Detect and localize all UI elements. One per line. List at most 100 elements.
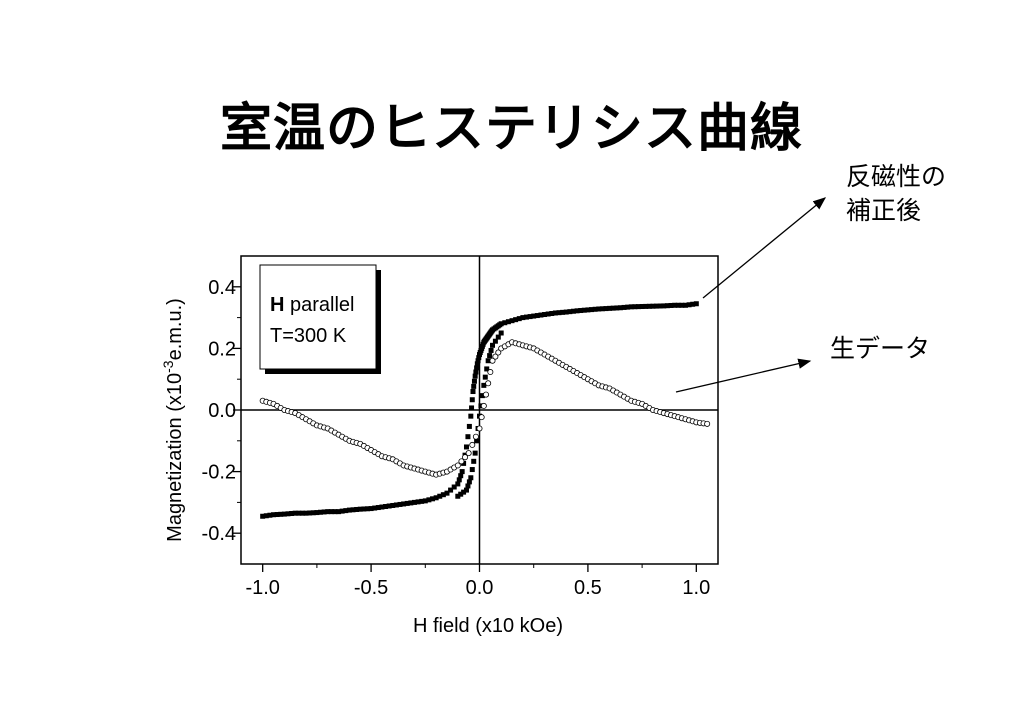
x-tick-label: 1.0 [682,577,710,599]
data-point-filled [581,307,587,313]
data-point-open [469,441,476,448]
data-point-filled [570,308,576,314]
legend-rest: parallel [284,294,354,316]
x-tick-label: -1.0 [245,577,279,599]
data-marks [259,301,711,519]
data-point-filled [397,501,403,507]
data-point-filled [476,355,482,361]
data-point-filled [386,503,392,509]
data-point-filled [513,317,519,323]
data-point-filled [465,434,471,440]
data-point-filled [650,303,656,309]
data-point-filled [401,501,407,507]
data-point-filled [563,309,569,315]
data-point-filled [332,509,338,515]
data-point-filled [469,467,475,473]
data-point-filled [458,473,464,479]
data-point-filled [474,361,480,367]
data-point-filled [693,301,699,307]
data-point-open [480,402,487,409]
data-point-filled [472,373,478,379]
data-point-filled [643,303,649,309]
data-point-filled [574,308,580,314]
data-point-filled [472,450,478,456]
data-point-filled [675,302,681,308]
data-point-filled [411,499,417,505]
annotation-raw: 生データ [830,334,931,363]
data-point-filled [343,508,349,514]
data-point-filled [661,303,667,309]
y-axis-label-exponent: -3 [160,360,176,373]
data-point-filled [339,508,345,514]
data-point-filled [690,301,696,307]
data-point-filled [498,321,504,327]
y-axis-label-start: Magnetization (x10 [164,373,186,542]
data-point-filled [263,513,269,519]
data-point-filled [303,510,309,516]
data-point-open [458,458,465,465]
data-point-filled [492,338,498,344]
data-point-filled [646,303,652,309]
data-point-filled [556,310,562,316]
data-point-open [465,450,472,457]
data-point-filled [274,512,280,518]
data-point-filled [603,306,609,312]
data-point-filled [437,493,443,499]
data-point-filled [336,509,342,515]
data-point-filled [538,312,544,318]
annotation-corrected-line2: 補正後 [846,196,922,225]
data-point-open [492,353,499,360]
data-point-filled [523,314,529,320]
data-point-filled [278,511,284,517]
data-point-filled [314,510,320,516]
data-point-filled [672,302,678,308]
data-point-filled [682,302,688,308]
data-point-filled [318,509,323,515]
zero-lines [241,256,718,564]
legend-bold: H [270,294,284,316]
y-tick-label: -0.4 [202,523,236,545]
y-axis-label: Magnetization (x10-3e.m.u.) [160,298,186,542]
data-point-filled [465,483,471,489]
y-tick-label: 0.0 [208,400,236,422]
data-point-filled [426,497,432,503]
data-point-filled [463,444,469,450]
data-point-filled [463,487,469,493]
data-point-filled [430,496,436,502]
data-point-filled [471,383,477,389]
data-point-filled [361,506,367,512]
data-point-filled [451,484,457,490]
y-tick-label: 0.4 [208,277,236,299]
data-point-filled [469,397,475,403]
data-point-filled [596,306,602,312]
data-point-filled [368,506,374,512]
data-point-filled [502,320,508,326]
data-point-filled [516,316,522,322]
data-point-filled [379,504,385,510]
data-point-filled [328,509,334,515]
data-point-open [704,420,711,427]
data-point-open [478,414,485,421]
data-point-filled [657,303,663,309]
x-tick-label: 0.5 [574,577,602,599]
data-point-filled [267,512,273,518]
data-point-filled [485,358,491,364]
data-point-filled [296,510,302,516]
data-point-filled [408,500,414,506]
data-point-filled [664,303,670,309]
data-point-filled [471,378,477,384]
data-point-filled [498,330,504,336]
data-point-filled [469,405,475,411]
data-point-filled [585,307,591,313]
data-point-filled [520,315,526,321]
data-point-filled [567,309,573,315]
data-point-filled [479,393,485,399]
data-point-filled [289,510,295,516]
data-point-filled [456,477,462,483]
data-point-filled [285,511,291,517]
data-point-filled [487,353,493,359]
data-point-filled [470,389,476,395]
data-point-filled [549,310,555,316]
data-point-filled [473,369,479,375]
